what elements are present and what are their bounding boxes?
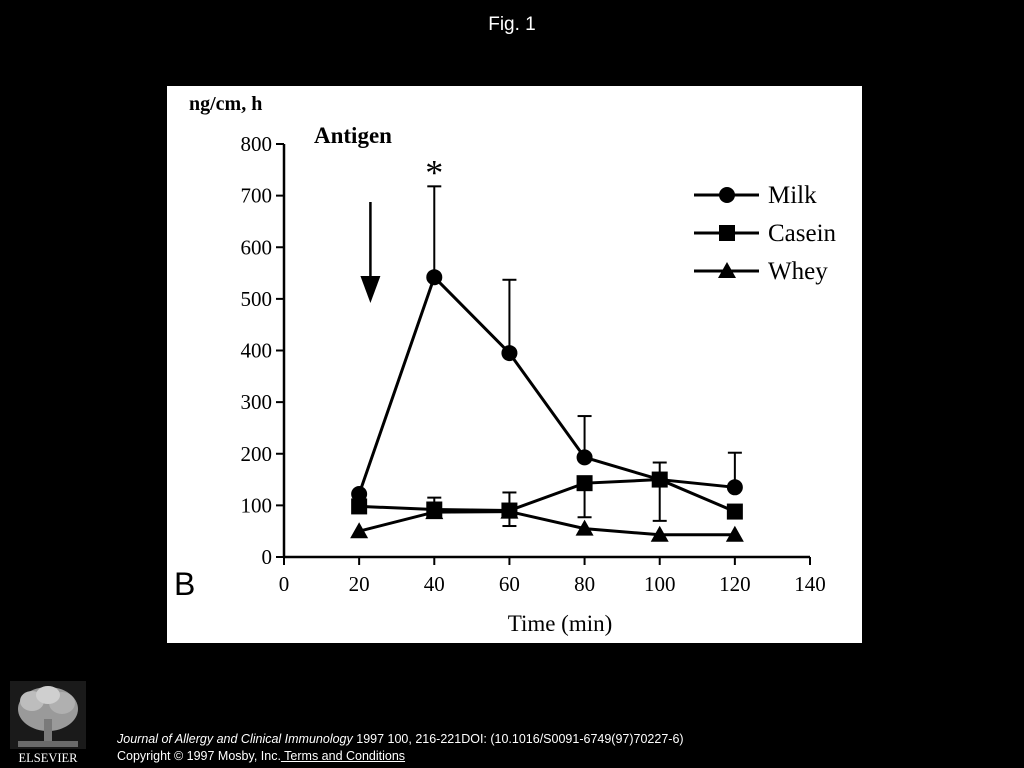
data-point [726, 503, 743, 520]
copyright-line: Copyright © 1997 Mosby, Inc. Terms and C… [117, 748, 684, 765]
chart: 0 100 200 300 400 500 600 700 800 0 20 40 60 80 100 120… [174, 93, 837, 636]
data-point [426, 269, 443, 286]
citation-details: 1997 100, 216-221DOI: (10.1016/S0091-674… [352, 732, 684, 746]
copyright-text: Copyright © 1997 Mosby, Inc. [117, 749, 281, 763]
y-tick-label: 600 [241, 235, 273, 259]
terms-link[interactable]: Terms and Conditions [280, 749, 406, 763]
x-tick-label: 0 [279, 572, 290, 596]
y-unit-label: ng/cm, h [189, 93, 262, 115]
series-milk [351, 185, 743, 522]
series-layer [350, 185, 744, 542]
data-point [575, 519, 594, 536]
axes: 0 100 200 300 400 500 600 700 800 0 20 40 60 80 100 120… [241, 132, 826, 596]
legend-marker [718, 262, 736, 278]
significance-mark: * [425, 152, 443, 192]
x-tick-label: 100 [644, 572, 676, 596]
legend-marker [719, 225, 735, 241]
antigen-arrow-head-icon [360, 276, 381, 303]
y-tick-label: 100 [241, 493, 273, 517]
x-tick-label: 40 [424, 572, 445, 596]
y-tick-label: 200 [241, 442, 273, 466]
legend-item: Casein [694, 220, 837, 247]
series-casein [351, 471, 743, 520]
y-tick-label: 500 [241, 287, 273, 311]
y-tick-label: 800 [241, 132, 273, 156]
series-line [359, 478, 736, 513]
legend-label: Milk [768, 182, 817, 209]
series-line [357, 274, 736, 495]
legend-marker [719, 187, 735, 203]
x-tick-label: 60 [499, 572, 520, 596]
legend-item: Whey [694, 258, 828, 285]
data-point [651, 471, 668, 488]
slide-title: Fig. 1 [488, 14, 536, 35]
annotation-title: Antigen [314, 123, 392, 148]
data-point [576, 475, 593, 492]
legend-label: Whey [768, 258, 828, 285]
y-tick-label: 0 [262, 545, 273, 569]
y-tick-label: 700 [241, 184, 273, 208]
y-tick-label: 300 [241, 390, 273, 414]
legend: Milk Casein Whey [694, 182, 837, 285]
legend-label: Casein [768, 220, 837, 247]
data-point [350, 522, 369, 539]
data-point [576, 449, 593, 466]
data-point [650, 525, 669, 542]
data-point [351, 486, 368, 503]
x-tick-label: 80 [574, 572, 595, 596]
citation-line: Journal of Allergy and Clinical Immunolo… [117, 731, 684, 748]
logo-text: ELSEVIER [18, 751, 78, 765]
panel-label: B [174, 566, 195, 602]
citation-footer: Journal of Allergy and Clinical Immunolo… [117, 731, 684, 765]
data-point [351, 498, 368, 515]
data-point [726, 479, 743, 496]
x-axis-label: Time (min) [508, 611, 613, 636]
data-point [725, 525, 744, 542]
annotations: * [360, 152, 443, 303]
series-whey [350, 502, 744, 542]
legend-item: Milk [694, 182, 817, 209]
data-point [501, 345, 518, 362]
x-tick-label: 120 [719, 572, 751, 596]
y-tick-label: 400 [241, 339, 273, 363]
figure-panel: 0 100 200 300 400 500 600 700 800 0 20 40 60 80 100 120… [167, 86, 862, 643]
data-point [500, 502, 519, 519]
citation-journal: Journal of Allergy and Clinical Immunolo… [117, 732, 353, 746]
x-tick-label: 140 [794, 572, 826, 596]
series-line [358, 510, 735, 537]
elsevier-tree-logo-icon: ELSEVIER [10, 681, 86, 765]
x-tick-label: 20 [349, 572, 370, 596]
data-point [425, 503, 444, 520]
